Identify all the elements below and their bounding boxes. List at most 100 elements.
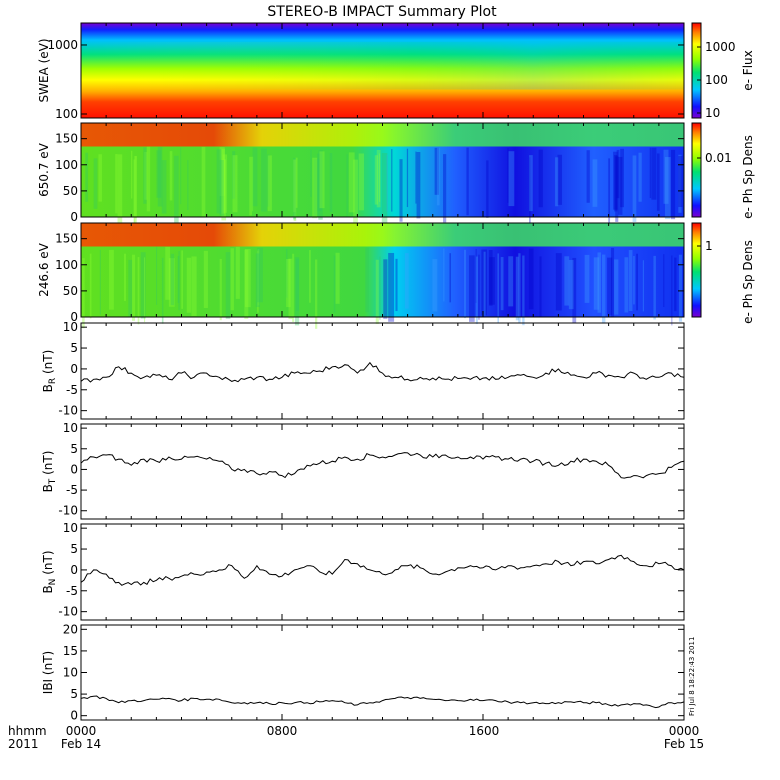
pad-streak — [89, 253, 92, 319]
pad-streak — [602, 254, 606, 324]
y-tick-label: 5 — [70, 687, 78, 701]
pad-streak — [568, 260, 574, 310]
pad-streak — [134, 155, 137, 226]
pad-streak — [257, 247, 263, 303]
pad-streak — [449, 253, 452, 303]
pad-streak — [529, 155, 533, 212]
colorbar-tick-label: 1000 — [705, 40, 736, 54]
pad-streak — [608, 158, 611, 229]
pad-streak — [252, 156, 254, 212]
y-tick-label: 100 — [55, 158, 78, 172]
pad-streak — [678, 254, 683, 322]
pad-streak — [98, 154, 102, 202]
pad-streak — [415, 151, 417, 204]
pad-streak — [285, 248, 288, 298]
pad-streak — [557, 154, 563, 205]
y-tick-label: 0 — [70, 310, 78, 324]
pad-streak — [624, 257, 629, 313]
pad-streak — [169, 151, 173, 201]
pad-streak — [618, 156, 623, 215]
pad-streak — [201, 146, 206, 217]
pad-streak — [293, 157, 296, 220]
pad-streak — [528, 248, 534, 310]
pad-streak — [656, 153, 660, 211]
pad-streak — [144, 257, 146, 323]
pad-streak — [638, 152, 642, 202]
pad-streak — [143, 147, 147, 204]
pad-streak — [483, 251, 486, 316]
pad-streak — [225, 252, 231, 319]
pad-streak — [489, 257, 495, 305]
pad-streak — [613, 151, 618, 210]
pad-streak — [222, 154, 228, 213]
pad-streak — [267, 154, 270, 207]
pad-streak — [636, 253, 638, 311]
pad-streak — [538, 149, 543, 208]
pad-streak — [620, 148, 625, 208]
y-tick-label: -10 — [58, 605, 78, 619]
pad-streak — [475, 249, 477, 303]
pad-streak — [508, 151, 515, 207]
pad-streak — [82, 258, 85, 329]
y-tick-label: 50 — [63, 284, 78, 298]
y-tick-label: 5 — [70, 442, 78, 456]
pad-streak — [315, 259, 318, 329]
pad-streak — [610, 247, 615, 317]
y-axis-label-main: IBI — [41, 679, 55, 694]
pad-streak — [481, 249, 487, 316]
y-tick-label: -5 — [66, 383, 78, 397]
pad-streak — [632, 155, 637, 222]
pad-streak — [257, 250, 259, 313]
pad-streak — [286, 258, 291, 308]
pad-streak — [244, 248, 251, 308]
pad-streak — [378, 153, 381, 202]
pad-streak — [664, 157, 671, 220]
pad-streak — [416, 152, 421, 219]
pad-streak — [292, 253, 295, 323]
pad-streak — [135, 156, 137, 219]
pad-streak — [146, 146, 151, 212]
pad-streak — [329, 152, 333, 213]
pad-streak — [252, 147, 258, 207]
pad-streak — [137, 257, 140, 325]
panel-1: 150 100 50 0 650.7 eV 0.01 e- Ph Sp Dens — [37, 122, 755, 229]
y-tick-label: 100 — [55, 258, 78, 272]
pad-streak — [376, 149, 381, 208]
pad-streak — [592, 159, 598, 207]
panel-frame — [80, 624, 685, 721]
pad-streak — [165, 246, 171, 300]
y-axis-label-sub: N — [48, 579, 58, 586]
y-axis-label-unit: (nT) — [41, 651, 55, 679]
pad-streak — [633, 256, 635, 305]
pad-streak — [432, 259, 438, 312]
pad-streak — [85, 152, 89, 202]
pad-streak — [144, 151, 148, 200]
y-axis-label: BR (nT) — [41, 350, 58, 393]
pad-streak — [117, 154, 123, 223]
pad-streak — [219, 147, 225, 196]
x-tick-label-1: 0800 — [267, 724, 298, 738]
date-left: Feb 14 — [61, 737, 101, 751]
pad-streak — [312, 157, 318, 219]
pad-streak — [333, 255, 336, 313]
pad-streak — [219, 159, 224, 216]
pad-streak — [584, 254, 590, 303]
pad-streak — [607, 257, 613, 316]
pad-streak — [586, 150, 590, 203]
pad-streak — [109, 249, 114, 310]
y-tick-label: -10 — [58, 404, 78, 418]
pad-streak — [529, 157, 531, 225]
pad-streak — [663, 149, 669, 204]
colorbar-label: e- Flux — [741, 50, 755, 90]
figure-title: STEREO-B IMPACT Summary Plot — [267, 4, 497, 20]
y-axis-label: BN (nT) — [41, 550, 58, 593]
pad-streak — [497, 253, 499, 323]
pad-streak — [555, 157, 559, 207]
pad-streak — [488, 249, 493, 306]
x-axis-labels: hhmm 2011 0000 0800 1600 0000 Feb 14 Feb… — [8, 724, 704, 751]
pad-streak — [235, 246, 240, 299]
y-tick-label: 0 — [70, 462, 78, 476]
pad-streak — [674, 257, 677, 312]
pad-streak — [642, 260, 644, 312]
